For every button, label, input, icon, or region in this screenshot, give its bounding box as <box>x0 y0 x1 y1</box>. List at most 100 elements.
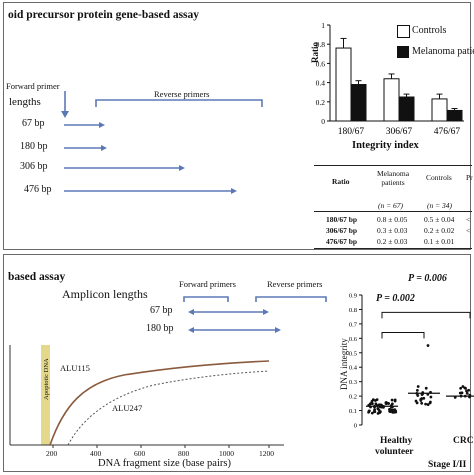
bar-chart: 1 0.8 0.6 0.4 0.2 0 180/67 306/67 476/67 <box>316 21 464 137</box>
table-cell-r2-c1: 0.3 ± 0.03 <box>377 226 408 235</box>
scatter-point <box>389 408 393 412</box>
group-label-stage: Stage I/II <box>428 460 467 470</box>
curve-xlabel: DNA fragment size (base pairs) <box>98 458 231 469</box>
scatter-point <box>377 408 381 412</box>
amplicon-label-306: 306 bp <box>20 161 48 172</box>
scatter-point <box>370 411 374 415</box>
bar <box>431 98 448 122</box>
table-n-controls: (n = 34) <box>427 201 453 210</box>
scatter-point <box>386 401 389 405</box>
scatter-point <box>416 385 420 388</box>
scatter-point <box>426 403 430 406</box>
panel-a: oid precursor protein gene-based assay F… <box>3 2 474 250</box>
scatter-point <box>428 400 432 404</box>
bar-y-tick-label: 0 <box>321 117 325 126</box>
scatter-point <box>461 385 465 388</box>
apoptotic-band <box>41 345 50 445</box>
scatter-y-tick-label: 0.6 <box>349 336 358 343</box>
scatter-chart: 0.9 0.8 0.7 0.6 0.5 0.4 0.3 0.2 0.1 0 <box>349 293 474 430</box>
scatter-point <box>393 408 397 411</box>
primer-diagram-a <box>61 91 263 194</box>
alu247-label: ALU247 <box>112 403 143 413</box>
table-cell-r1-c3: < <box>466 215 471 224</box>
scatter-point <box>419 399 423 402</box>
amplicon-b-67: 67 bp <box>150 305 173 316</box>
scatter-point <box>459 386 463 390</box>
bar-y-tick-label: 0.6 <box>316 59 326 68</box>
lengths-label: lengths <box>9 96 41 108</box>
table-header-controls: Controls <box>426 173 452 182</box>
significance-bracket-top <box>381 311 471 319</box>
scatter-point <box>464 386 467 390</box>
table-header-melanoma: Melanoma patients <box>376 169 410 187</box>
scatter-point <box>424 386 428 390</box>
apoptotic-dna-label: Apoptotic DNA <box>43 358 50 400</box>
table-cell-r3-c1: 0.2 ± 0.03 <box>377 237 408 246</box>
scatter-y-tick-label: 0.1 <box>349 408 357 415</box>
bar <box>350 84 367 122</box>
curve-xtick-1000: 1000 <box>219 449 234 458</box>
panel-a-title: oid precursor protein gene-based assay <box>8 9 200 21</box>
reverse-primers-bracket <box>95 99 263 107</box>
bar <box>383 78 400 122</box>
bar <box>398 96 415 122</box>
forward-primers-label: Forward primers <box>179 279 236 289</box>
forward-primer-label: Forward primer <box>6 81 60 91</box>
bar-y-tick-label: 0.4 <box>316 79 326 88</box>
alu115-label: ALU115 <box>60 363 90 373</box>
scatter-point <box>367 410 370 414</box>
scatter-point <box>422 396 426 400</box>
significance-bracket-bottom <box>381 332 425 339</box>
scatter-y-tick-label: 0.3 <box>349 379 357 386</box>
legend-label-controls: Controls <box>412 25 447 36</box>
scatter-point <box>374 399 377 402</box>
scatter-point <box>465 389 468 393</box>
curve-xtick-600: 600 <box>134 449 146 458</box>
bar-category-label: 306/67 <box>386 127 413 137</box>
bar-y-tick-label: 0.8 <box>316 40 326 49</box>
amplicon-label-180: 180 bp <box>20 141 48 152</box>
curve-xtick-800: 800 <box>178 449 190 458</box>
scatter-point <box>376 411 380 415</box>
table-cell-r1-c1: 0.8 ± 0.05 <box>377 215 408 224</box>
amplicon-b-180: 180 bp <box>146 323 174 334</box>
scatter-point <box>390 398 394 402</box>
bar-y-tick-label: 0.2 <box>316 98 326 107</box>
reverse-primers-label-b: Reverse primers <box>267 279 323 289</box>
scatter-point <box>467 388 471 392</box>
alu247-curve <box>67 370 270 446</box>
scatter-point <box>415 401 419 405</box>
table-mid-rule <box>314 211 472 212</box>
scatter-point <box>420 401 424 405</box>
table-cell-r2-c2: 0.2 ± 0.02 <box>424 226 455 235</box>
scatter-y-tick-label: 0.2 <box>349 394 357 401</box>
scatter-ylabel: DNA integrity <box>339 338 349 390</box>
amplicon-label-476: 476 bp <box>24 184 52 195</box>
panel-b-title: based assay <box>8 271 66 283</box>
integrity-curve-chart <box>9 345 284 448</box>
scatter-point <box>415 388 419 392</box>
group-label-volunteer: volunteer <box>375 447 414 457</box>
group-label-healthy: Healthy <box>380 436 413 446</box>
scatter-point <box>426 344 430 347</box>
amplicon-lengths-label: Amplicon lengths <box>62 287 148 301</box>
bar-y-tick-label: 1 <box>321 21 325 30</box>
curve-xtick-400: 400 <box>90 449 102 458</box>
table-cell-r1-c2: 0.5 ± 0.04 <box>424 215 455 224</box>
legend-swatch-controls <box>397 25 410 38</box>
curve-xtick-1200: 1200 <box>259 449 274 458</box>
panel-b: based assay Amplicon lengths Forward pri… <box>3 254 474 472</box>
bar <box>335 47 352 122</box>
scatter-y-tick-label: 0.8 <box>349 307 357 314</box>
table-header-p: Pr <box>466 173 473 182</box>
scatter-point <box>465 391 469 395</box>
scatter-point <box>393 399 397 403</box>
table-cell-r2-c3: < <box>466 226 471 235</box>
alu115-curve <box>49 360 270 446</box>
bar-category-label: 180/67 <box>338 127 365 137</box>
bar-chart-ylabel: Ratio <box>310 42 320 63</box>
bar-category-label: 476/67 <box>434 127 461 137</box>
scatter-point <box>424 402 428 406</box>
bar-chart-xlabel: Integrity index <box>352 140 419 151</box>
reverse-primers-label: Reverse primers <box>154 89 210 99</box>
